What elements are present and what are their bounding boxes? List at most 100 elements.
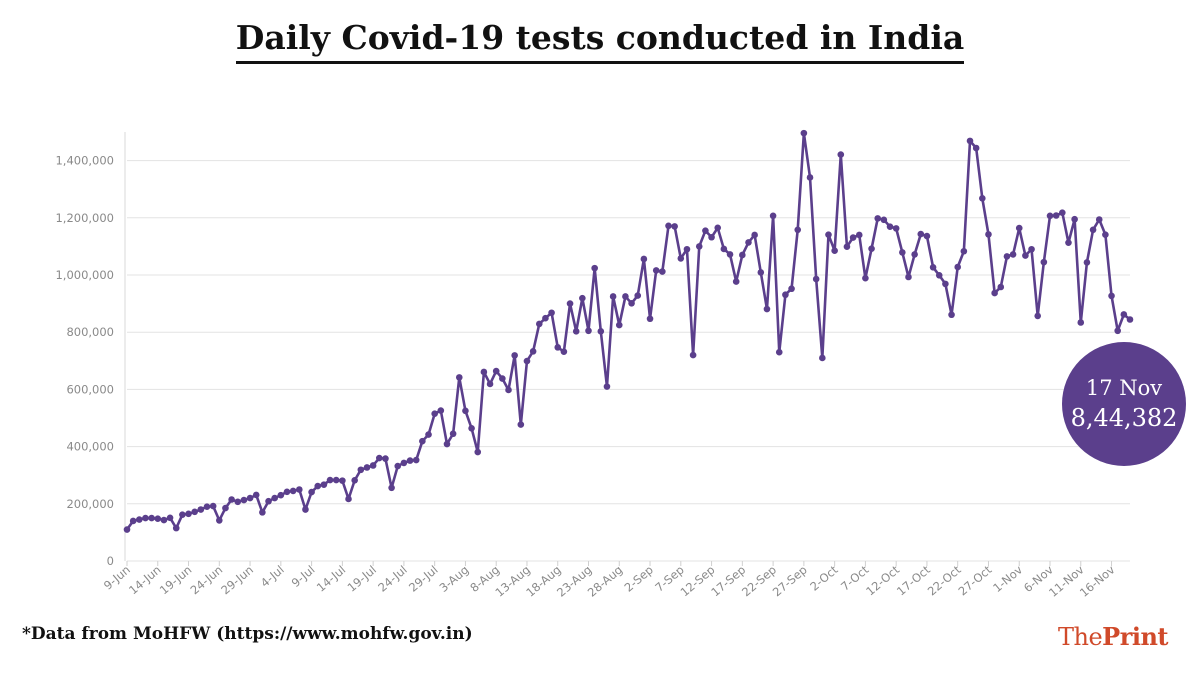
x-tick-label: 29-Jul: [406, 563, 441, 595]
y-tick-label: 1,400,000: [55, 154, 114, 168]
data-point: [1108, 292, 1115, 300]
data-point: [708, 233, 715, 241]
data-point: [868, 245, 875, 252]
data-point: [542, 314, 549, 322]
data-point: [142, 514, 149, 522]
data-point: [449, 430, 457, 438]
data-point: [1028, 245, 1035, 253]
data-point: [923, 232, 931, 240]
data-point: [1015, 224, 1023, 232]
data-point: [979, 195, 986, 202]
data-point: [277, 491, 285, 499]
latest-value-callout: 17 Nov 8,44,382: [1062, 342, 1186, 466]
x-tick-label: 17-Oct: [894, 562, 933, 598]
data-point: [332, 476, 340, 484]
data-point: [689, 351, 697, 359]
data-point: [880, 216, 888, 224]
logo-part-the: The: [1057, 623, 1103, 651]
data-point: [148, 514, 155, 522]
data-point: [615, 321, 623, 329]
data-point: [455, 374, 463, 381]
data-point: [443, 440, 451, 448]
data-point: [800, 129, 808, 137]
data-point: [523, 357, 531, 365]
data-point: [874, 215, 882, 222]
data-point: [794, 226, 802, 234]
data-point: [474, 448, 482, 456]
data-point: [634, 292, 642, 299]
data-point: [1126, 316, 1134, 323]
x-tick-label: 16-Nov: [1077, 562, 1118, 599]
data-point: [357, 466, 365, 474]
data-points: [123, 129, 1134, 533]
x-tick-label: 14-Jul: [314, 563, 349, 595]
data-point: [154, 515, 162, 522]
data-point: [535, 320, 543, 328]
data-point: [271, 494, 278, 502]
data-point: [652, 267, 660, 274]
data-point: [259, 509, 266, 516]
data-point: [228, 496, 235, 503]
data-point: [1102, 231, 1109, 238]
data-point: [659, 268, 666, 275]
data-point: [283, 488, 291, 496]
data-point: [603, 383, 611, 390]
x-tick-label: 24-Jun: [188, 563, 226, 598]
data-point: [628, 300, 635, 307]
x-tick-label: 28-Aug: [585, 563, 625, 600]
callout-date: 17 Nov: [1085, 376, 1163, 400]
data-point: [751, 231, 758, 239]
data-point: [899, 249, 906, 256]
chart-title-text: Daily Covid-19 tests conducted in India: [235, 18, 965, 64]
x-tick-label: 19-Jul: [345, 563, 380, 595]
data-point: [665, 222, 672, 230]
data-point: [997, 283, 1005, 291]
data-point: [1077, 319, 1085, 326]
y-tick-label: 1,000,000: [55, 268, 114, 282]
data-point: [1046, 212, 1054, 220]
data-point: [739, 251, 746, 259]
x-tick-label: 14-Jun: [126, 563, 164, 598]
data-point: [1120, 311, 1128, 318]
data-point: [911, 251, 918, 258]
data-point: [745, 239, 752, 246]
data-point: [252, 491, 260, 499]
data-point: [671, 223, 678, 230]
data-point: [160, 516, 168, 524]
data-point: [437, 407, 445, 414]
data-point: [1065, 239, 1072, 246]
data-point: [726, 251, 734, 258]
data-point: [136, 516, 143, 523]
data-point: [640, 255, 648, 263]
data-point: [480, 368, 488, 376]
data-point: [203, 503, 211, 510]
data-point: [585, 327, 592, 335]
data-point: [905, 273, 912, 281]
data-point: [517, 421, 525, 428]
data-point: [929, 263, 937, 271]
data-point: [412, 456, 420, 464]
data-point: [985, 231, 992, 238]
data-point: [295, 486, 303, 493]
x-tick-label: 24-Jul: [375, 563, 410, 595]
data-point: [123, 526, 131, 533]
data-point: [720, 245, 728, 253]
data-point: [837, 151, 845, 158]
data-point: [646, 315, 654, 323]
y-tick-label: 1,200,000: [55, 211, 114, 225]
data-point: [289, 487, 297, 495]
data-point: [197, 506, 205, 513]
data-point: [166, 514, 174, 522]
data-point: [825, 231, 832, 238]
x-tick-label: 3-Aug: [437, 563, 472, 595]
data-point: [831, 247, 838, 254]
data-point: [1034, 312, 1041, 320]
data-point: [1022, 252, 1029, 259]
data-point: [209, 502, 217, 510]
data-point: [129, 517, 137, 525]
data-point: [529, 348, 537, 355]
data-point: [972, 144, 980, 152]
data-point: [572, 328, 580, 335]
